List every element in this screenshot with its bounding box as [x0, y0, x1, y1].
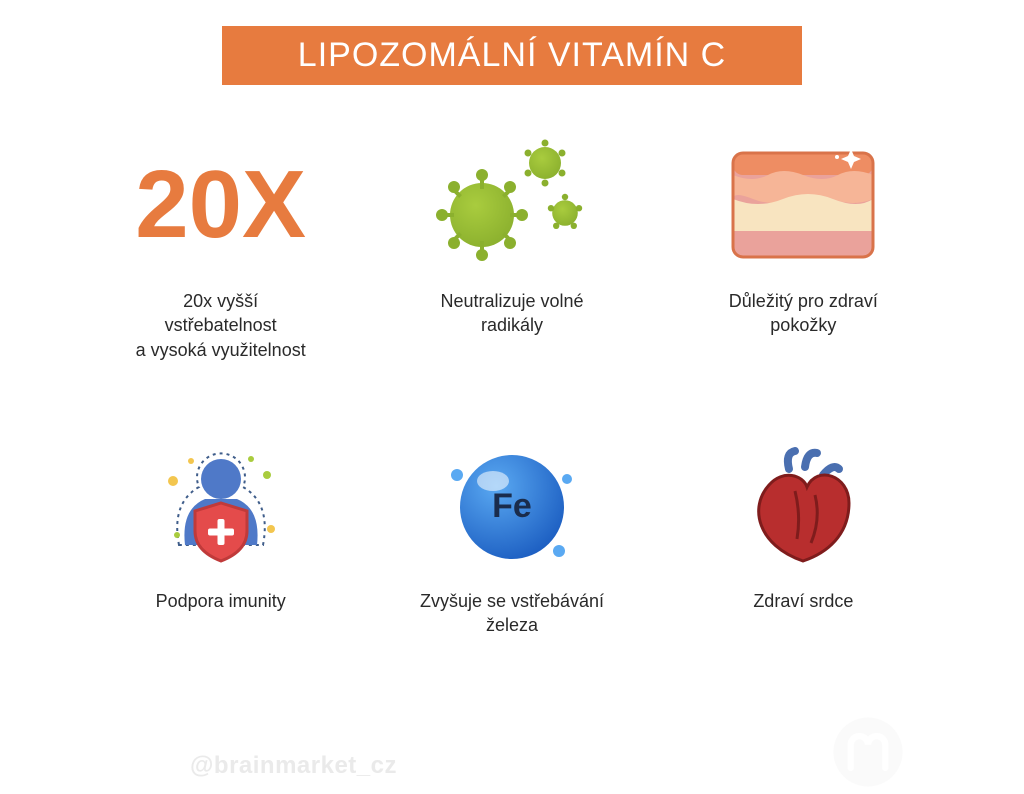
benefits-grid: 20X 20x vyšší vstřebatelnost a vysoká vy… — [0, 85, 1024, 705]
watermark-logo-icon — [832, 716, 904, 788]
caption-immunity: Podpora imunity — [156, 589, 286, 613]
big-20x-icon: 20X — [136, 135, 306, 275]
heart-icon — [718, 435, 888, 575]
immunity-icon — [136, 435, 306, 575]
watermark-handle: @brainmarket_cz — [190, 752, 397, 780]
caption-absorption: 20x vyšší vstřebatelnost a vysoká využit… — [136, 289, 306, 362]
cell-radicals: Neutralizuje volné radikály — [381, 135, 642, 405]
title-bar: LIPOZOMÁLNÍ VITAMÍN C — [222, 26, 802, 85]
iron-icon: Fe — [427, 435, 597, 575]
cell-skin: Důležitý pro zdraví pokožky — [673, 135, 934, 405]
caption-heart: Zdraví srdce — [753, 589, 853, 613]
skin-icon — [718, 135, 888, 275]
caption-iron: Zvyšuje se vstřebávání železa — [420, 589, 604, 638]
virus-icon — [427, 135, 597, 275]
cell-absorption: 20X 20x vyšší vstřebatelnost a vysoká vy… — [90, 135, 351, 405]
cell-heart: Zdraví srdce — [673, 435, 934, 705]
svg-text:Fe: Fe — [492, 487, 532, 525]
cell-immunity: Podpora imunity — [90, 435, 351, 705]
caption-radicals: Neutralizuje volné radikály — [440, 289, 583, 338]
cell-iron: Fe Zvyšuje se vstřebávání železa — [381, 435, 642, 705]
big-20x-text: 20X — [135, 157, 306, 253]
caption-skin: Důležitý pro zdraví pokožky — [729, 289, 878, 338]
